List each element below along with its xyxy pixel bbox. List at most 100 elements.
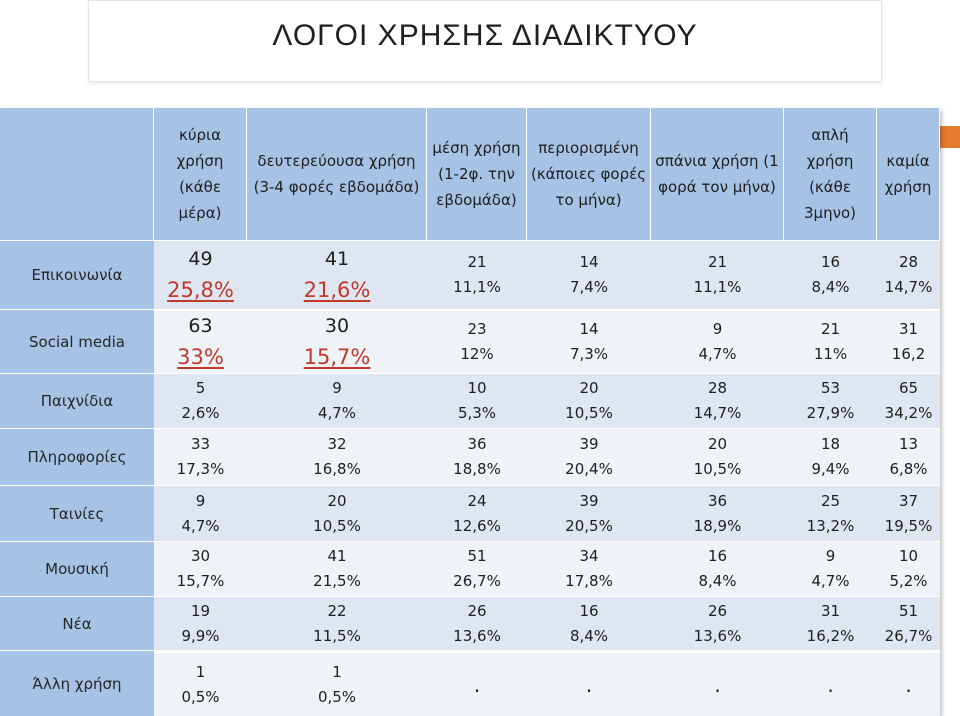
cell-count: 65	[898, 379, 919, 397]
cell-count: 1	[332, 662, 342, 681]
cell-percent: 14,7%	[693, 404, 742, 422]
table-cell: 16 8,4%	[784, 240, 877, 309]
cell-count: 26	[467, 601, 487, 620]
table-cell: 36 18,8%	[427, 428, 527, 485]
cell-count: 25	[820, 491, 841, 510]
table-cell: 1 0,5%	[154, 650, 247, 716]
cell-percent: 18,8%	[453, 460, 501, 478]
cell-percent: 21,5%	[313, 572, 361, 590]
table-cell: 22 11,5%	[247, 596, 427, 650]
cell-percent: 4,7%	[698, 345, 737, 363]
column-header: απλή χρήση (κάθε 3μηνο)	[784, 108, 877, 240]
table-cell: 23 12%	[427, 309, 527, 373]
table-cell: 9 4,7%	[247, 373, 427, 428]
cell-percent: 25,8%	[167, 278, 234, 302]
cell-percent: 15,7%	[303, 345, 371, 369]
cell-count: .	[473, 672, 481, 697]
column-header: περιορισμένη (κάποιες φορές το μήνα)	[527, 108, 651, 240]
cell-percent: 13,2%	[806, 516, 855, 535]
cell-count: 13	[898, 435, 919, 453]
table-cell: 37 19,5%	[877, 485, 940, 541]
table-body: Επικοινωνία 49 25,8% 41 21,6% 21 11,1% 14 7,4% 21…	[0, 240, 940, 716]
cell-count: 31	[898, 320, 919, 338]
column-header: κύρια χρήση (κάθε μέρα)	[154, 108, 247, 240]
table-cell: 21 11,1%	[427, 240, 527, 309]
cell-percent: 26,7%	[884, 626, 933, 645]
row-label: Νέα	[0, 596, 154, 650]
cell-count: 14	[579, 320, 599, 338]
table-row: Πληροφορίες 33 17,3% 32 16,8% 36 18,8% 39 20,4% 2…	[0, 428, 940, 485]
cell-count: 21	[467, 253, 487, 271]
table-cell: 14 7,3%	[527, 309, 651, 373]
table-cell: 20 10,5%	[527, 373, 651, 428]
table-row: Επικοινωνία 49 25,8% 41 21,6% 21 11,1% 14 7,4% 21…	[0, 240, 940, 309]
table-cell: 26 13,6%	[427, 596, 527, 650]
table-cell: 51 26,7%	[877, 596, 940, 650]
cell-percent: 9,9%	[181, 626, 220, 645]
cell-count: .	[585, 672, 593, 697]
cell-count: 33	[190, 435, 211, 453]
cell-percent: 21,6%	[303, 278, 371, 302]
cell-count: 9	[712, 320, 723, 338]
cell-percent: 11%	[813, 345, 848, 363]
cell-count: 32	[327, 435, 347, 453]
table-cell: 39 20,4%	[527, 428, 651, 485]
column-header: δευτερεύουσα χρήση (3-4 φορές εβδομάδα)	[247, 108, 427, 240]
row-label: Social media	[0, 309, 154, 373]
cell-count: 41	[324, 248, 350, 270]
table-cell: 1 0,5%	[247, 650, 427, 716]
table-cell: .	[527, 650, 651, 716]
cell-percent: 15,7%	[176, 572, 225, 590]
table-cell: 13 6,8%	[877, 428, 940, 485]
table-cell: 19 9,9%	[154, 596, 247, 650]
table-cell: 41 21,5%	[247, 541, 427, 596]
cell-percent: 11,1%	[693, 278, 742, 296]
table-cell: 9 4,7%	[651, 309, 784, 373]
cell-percent: 19,5%	[884, 516, 933, 535]
cell-count: 9	[332, 379, 342, 397]
cell-count: 51	[467, 547, 487, 565]
accent-bar-right	[938, 126, 960, 148]
table-cell: 25 13,2%	[784, 485, 877, 541]
slide-title: ΛΟΓΟΙ ΧΡΗΣΗΣ ΔΙΑΔΙΚΤΥΟΥ	[272, 19, 698, 52]
cell-percent: 11,1%	[453, 278, 501, 296]
table-row: Social media 63 33% 30 15,7% 23 12% 14 7,3% 9 4,7%…	[0, 309, 940, 373]
cell-percent: 5,3%	[457, 404, 497, 422]
cell-count: .	[827, 672, 834, 697]
cell-percent: 4,7%	[811, 572, 850, 590]
column-header: καμία χρήση	[877, 108, 940, 240]
table-row: Μουσική 30 15,7% 41 21,5% 51 26,7% 34 17,8% 16 8,4…	[0, 541, 940, 596]
cell-percent: 9,4%	[811, 460, 850, 478]
cell-count: 20	[327, 491, 347, 510]
table-cell: 65 34,2%	[877, 373, 940, 428]
cell-percent: 12,6%	[453, 516, 501, 535]
cell-percent: 18,9%	[693, 516, 742, 535]
cell-percent: 33%	[177, 345, 224, 369]
table-cell: 30 15,7%	[154, 541, 247, 596]
header-corner	[0, 108, 154, 240]
table-cell: 24 12,6%	[427, 485, 527, 541]
cell-count: 20	[579, 379, 599, 397]
cell-count: 26	[707, 601, 728, 620]
usage-table: κύρια χρήση (κάθε μέρα) δευτερεύουσα χρή…	[0, 108, 940, 716]
table-cell: 36 18,9%	[651, 485, 784, 541]
table-row: Ταινίες 9 4,7% 20 10,5% 24 12,6% 39 20,5% 36 18,9%…	[0, 485, 940, 541]
table-cell: 21 11%	[784, 309, 877, 373]
cell-percent: 16,2	[891, 345, 926, 363]
cell-count: 41	[327, 547, 347, 565]
cell-percent: 14,7%	[884, 278, 933, 296]
table-cell: 28 14,7%	[877, 240, 940, 309]
table-cell: .	[784, 650, 877, 716]
table-cell: 10 5,2%	[877, 541, 940, 596]
cell-count: 28	[707, 379, 728, 397]
cell-count: 9	[825, 547, 836, 565]
cell-percent: 8,4%	[569, 626, 609, 645]
cell-percent: 4,7%	[317, 404, 357, 422]
cell-count: 16	[707, 547, 728, 565]
cell-percent: 11,5%	[313, 626, 361, 645]
table-cell: .	[877, 650, 940, 716]
row-label: Επικοινωνία	[0, 240, 154, 309]
cell-percent: 10,5%	[693, 460, 742, 478]
table-row: Άλλη χρήση 1 0,5% 1 0,5%.....	[0, 650, 940, 716]
cell-percent: 27,9%	[806, 404, 855, 422]
